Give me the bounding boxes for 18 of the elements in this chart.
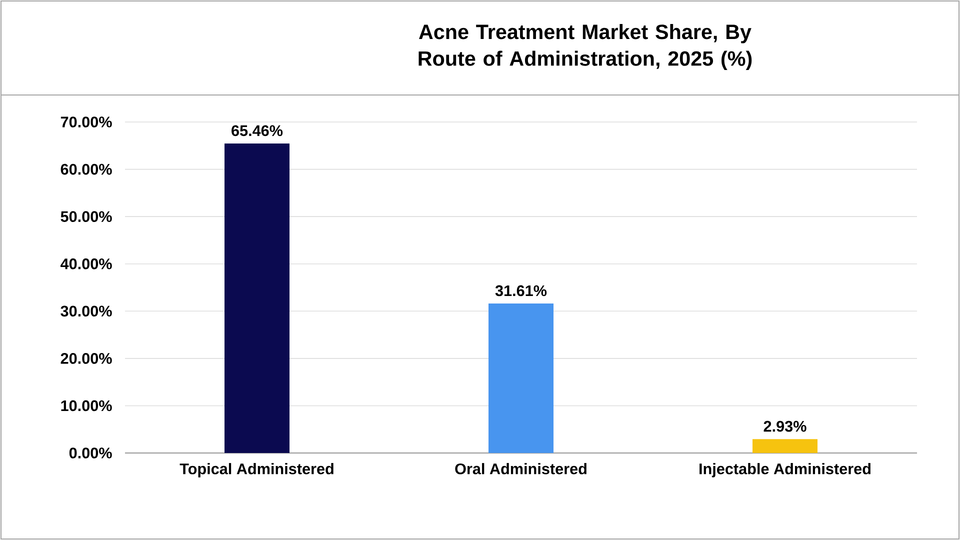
y-tick-label: 50.00% (60, 211, 112, 222)
bar (224, 143, 290, 453)
y-tick-label: 20.00% (60, 353, 112, 364)
y-tick-label: 70.00% (60, 116, 112, 128)
x-tick-label: Topical Administered (180, 463, 334, 478)
y-tick-label: 60.00% (60, 164, 112, 175)
x-tick-label: Injectable Administered (700, 463, 870, 478)
y-tick-label: 10.00% (61, 400, 112, 412)
x-tick-label: Oral Administered (455, 463, 586, 474)
y-tick-label: 40.00% (60, 258, 112, 270)
chart-title: Acne Treatment Market Share, By Route of Administration, 2025 (%) (418, 24, 752, 70)
data-label: 31.61% (495, 285, 547, 296)
bar (752, 439, 818, 453)
y-tick-label: 0.00% (69, 448, 112, 458)
data-label: 65.46% (232, 125, 283, 136)
y-tick-label: 30.00% (60, 306, 112, 317)
data-label: 2.93% (764, 420, 806, 432)
bar (488, 304, 554, 453)
